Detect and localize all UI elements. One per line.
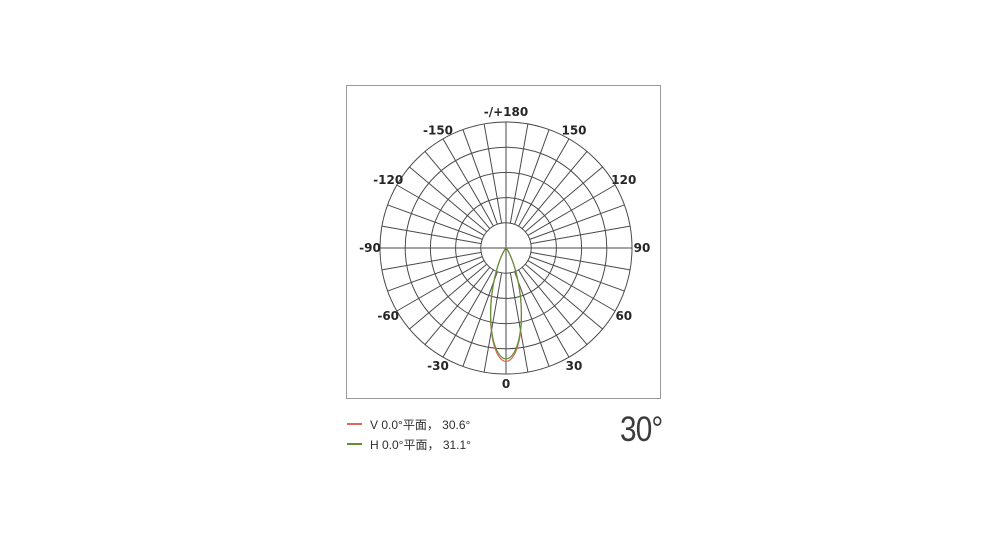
polar-grid-spoke <box>424 266 491 345</box>
polar-grid-spoke <box>483 123 503 224</box>
polar-grid-spoke <box>521 151 588 230</box>
polar-grid-spoke <box>527 184 616 236</box>
polar-grid-spoke <box>524 263 603 330</box>
polar-grid-spoke <box>442 138 494 227</box>
polar-grid-spoke <box>483 272 503 373</box>
polar-grid-spoke <box>424 151 491 230</box>
polar-grid-spoke <box>396 260 485 312</box>
angle-label-180: -/+180 <box>484 105 528 119</box>
polar-grid-spoke <box>514 271 550 367</box>
polar-grid-spoke <box>509 272 529 373</box>
angle-label--150: -150 <box>423 123 453 137</box>
angle-label--30: -30 <box>427 359 449 373</box>
polar-grid-spoke <box>527 260 616 312</box>
angle-label-120: 120 <box>611 173 636 187</box>
polar-grid-spoke <box>409 166 488 233</box>
angle-label-60: 60 <box>615 309 632 323</box>
polar-grid-spoke <box>409 263 488 330</box>
legend-item-v-plane: V 0.0°平面， 30.6° <box>347 414 471 434</box>
legend-item-h-plane: H 0.0°平面， 31.1° <box>347 434 471 454</box>
polar-chart-frame: -/+180 150 120 90 60 30 0 -30 -60 -90 -120 -150 <box>346 85 661 399</box>
polar-grid-spoke <box>396 184 485 236</box>
polar-grid-spoke <box>509 123 529 224</box>
polar-grid-spoke <box>530 251 631 271</box>
h-plane-color-line <box>347 443 362 445</box>
polar-grid-spoke <box>530 225 631 245</box>
angle-label--120: -120 <box>373 173 403 187</box>
h-plane-label: H 0.0°平面， 31.1° <box>370 437 471 452</box>
polar-grid-spoke <box>529 256 625 292</box>
polar-grid-spoke <box>514 129 550 225</box>
angle-label-0: 0 <box>502 377 510 391</box>
polar-grid-spoke <box>462 271 498 367</box>
polar-grid-spoke <box>524 166 603 233</box>
h-plane-beam-curve <box>490 247 522 360</box>
angle-label--90: -90 <box>359 241 381 255</box>
v-plane-label: V 0.0°平面， 30.6° <box>370 417 471 432</box>
polar-grid-spoke <box>442 269 494 358</box>
legend: V 0.0°平面， 30.6° H 0.0°平面， 31.1° <box>347 414 471 454</box>
polar-grid-spoke <box>518 269 570 358</box>
v-plane-color-line <box>347 423 362 425</box>
polar-grid-spoke <box>387 204 483 240</box>
polar-grid-spoke <box>381 225 482 245</box>
polar-grid-spoke <box>518 138 570 227</box>
polar-grid-spoke <box>387 256 483 292</box>
angle-label-150: 150 <box>561 123 586 137</box>
angle-label--60: -60 <box>377 309 399 323</box>
polar-grid-spoke <box>381 251 482 271</box>
polar-intensity-chart: -/+180 150 120 90 60 30 0 -30 -60 -90 -120 -150 <box>359 105 651 391</box>
polar-grid-spoke <box>529 204 625 240</box>
angle-label-90: 90 <box>634 241 651 255</box>
polar-grid-spoke <box>521 266 588 345</box>
polar-grid-spoke <box>462 129 498 225</box>
beam-angle-value: 30° <box>620 410 663 449</box>
angle-label-30: 30 <box>566 359 583 373</box>
